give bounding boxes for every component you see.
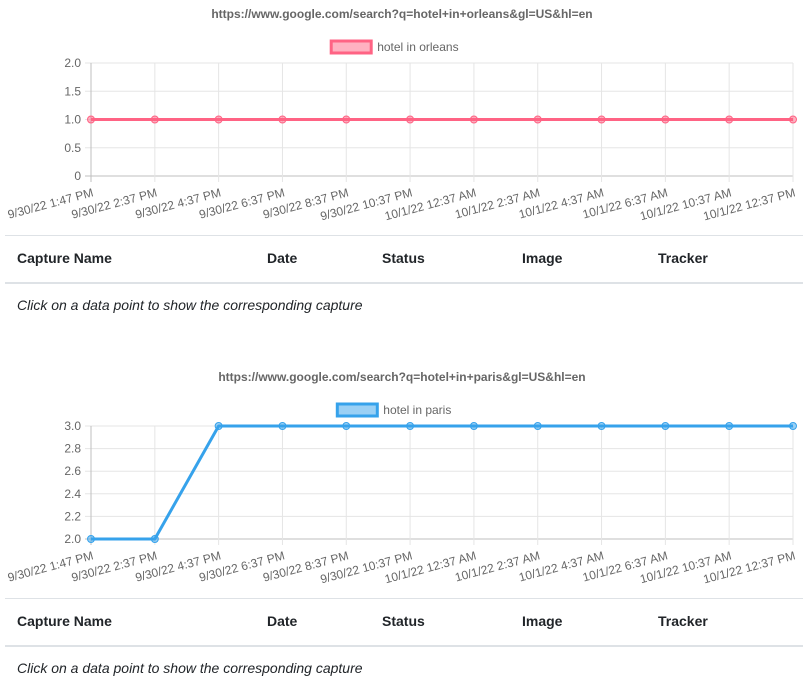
legend-label[interactable]: hotel in paris xyxy=(383,403,451,417)
data-point[interactable] xyxy=(214,115,223,124)
chart-title: https://www.google.com/search?q=hotel+in… xyxy=(211,7,592,21)
chart-section-paris: https://www.google.com/search?q=hotel+in… xyxy=(0,363,805,688)
y-tick-label: 2.0 xyxy=(64,532,81,546)
line-chart-paris[interactable]: https://www.google.com/search?q=hotel+in… xyxy=(0,363,805,599)
data-point[interactable] xyxy=(725,115,734,124)
data-point[interactable] xyxy=(406,115,415,124)
data-point[interactable] xyxy=(87,535,95,543)
data-point[interactable] xyxy=(150,115,159,124)
legend-swatch[interactable] xyxy=(329,39,373,55)
data-point[interactable] xyxy=(469,115,478,124)
y-tick-label: 2.2 xyxy=(64,509,81,523)
legend-label[interactable]: hotel in orleans xyxy=(377,40,458,54)
y-tick-label: 2.6 xyxy=(64,464,81,478)
data-point[interactable] xyxy=(725,422,734,430)
line-chart-orleans[interactable]: https://www.google.com/search?q=hotel+in… xyxy=(0,0,805,236)
data-point[interactable] xyxy=(150,535,159,543)
y-tick-label: 3.0 xyxy=(64,419,81,433)
y-tick-label: 2.8 xyxy=(64,442,81,456)
data-point[interactable] xyxy=(533,115,542,124)
column-header-status: Status xyxy=(382,613,425,629)
data-point[interactable] xyxy=(661,422,670,430)
data-point[interactable] xyxy=(87,115,95,124)
chart-section-orleans: https://www.google.com/search?q=hotel+in… xyxy=(0,0,805,330)
y-tick-label: 1.0 xyxy=(64,113,81,127)
column-header-capture-name: Capture Name xyxy=(17,250,112,266)
y-tick-label: 1.5 xyxy=(64,84,81,98)
column-header-tracker: Tracker xyxy=(658,250,708,266)
series-line xyxy=(91,424,793,541)
y-tick-label: 2.0 xyxy=(64,56,81,70)
capture-table-header: Capture Name Date Status Image Tracker xyxy=(5,598,803,647)
data-point[interactable] xyxy=(469,422,478,430)
chart-title: https://www.google.com/search?q=hotel+in… xyxy=(218,370,585,384)
legend-swatch[interactable] xyxy=(335,402,379,418)
data-point[interactable] xyxy=(278,115,287,124)
column-header-date: Date xyxy=(267,250,298,266)
column-header-image: Image xyxy=(522,250,563,266)
column-header-image: Image xyxy=(522,613,563,629)
data-point[interactable] xyxy=(597,115,606,124)
capture-table-header: Capture Name Date Status Image Tracker xyxy=(5,235,803,284)
data-point[interactable] xyxy=(406,422,415,430)
column-header-status: Status xyxy=(382,250,425,266)
y-tick-label: 2.4 xyxy=(64,487,81,501)
data-point[interactable] xyxy=(789,422,797,430)
data-point[interactable] xyxy=(214,422,223,430)
column-header-capture-name: Capture Name xyxy=(17,613,112,629)
capture-hint-text: Click on a data point to show the corres… xyxy=(17,660,363,676)
data-point[interactable] xyxy=(342,422,351,430)
data-point[interactable] xyxy=(533,422,542,430)
y-tick-label: 0.5 xyxy=(64,141,81,155)
data-point[interactable] xyxy=(342,115,351,124)
data-point[interactable] xyxy=(789,115,797,124)
data-point[interactable] xyxy=(278,422,287,430)
column-header-tracker: Tracker xyxy=(658,613,708,629)
data-point[interactable] xyxy=(597,422,606,430)
capture-hint-text: Click on a data point to show the corres… xyxy=(17,297,363,313)
column-header-date: Date xyxy=(267,613,298,629)
data-point[interactable] xyxy=(661,115,670,124)
y-tick-label: 0 xyxy=(74,169,81,183)
